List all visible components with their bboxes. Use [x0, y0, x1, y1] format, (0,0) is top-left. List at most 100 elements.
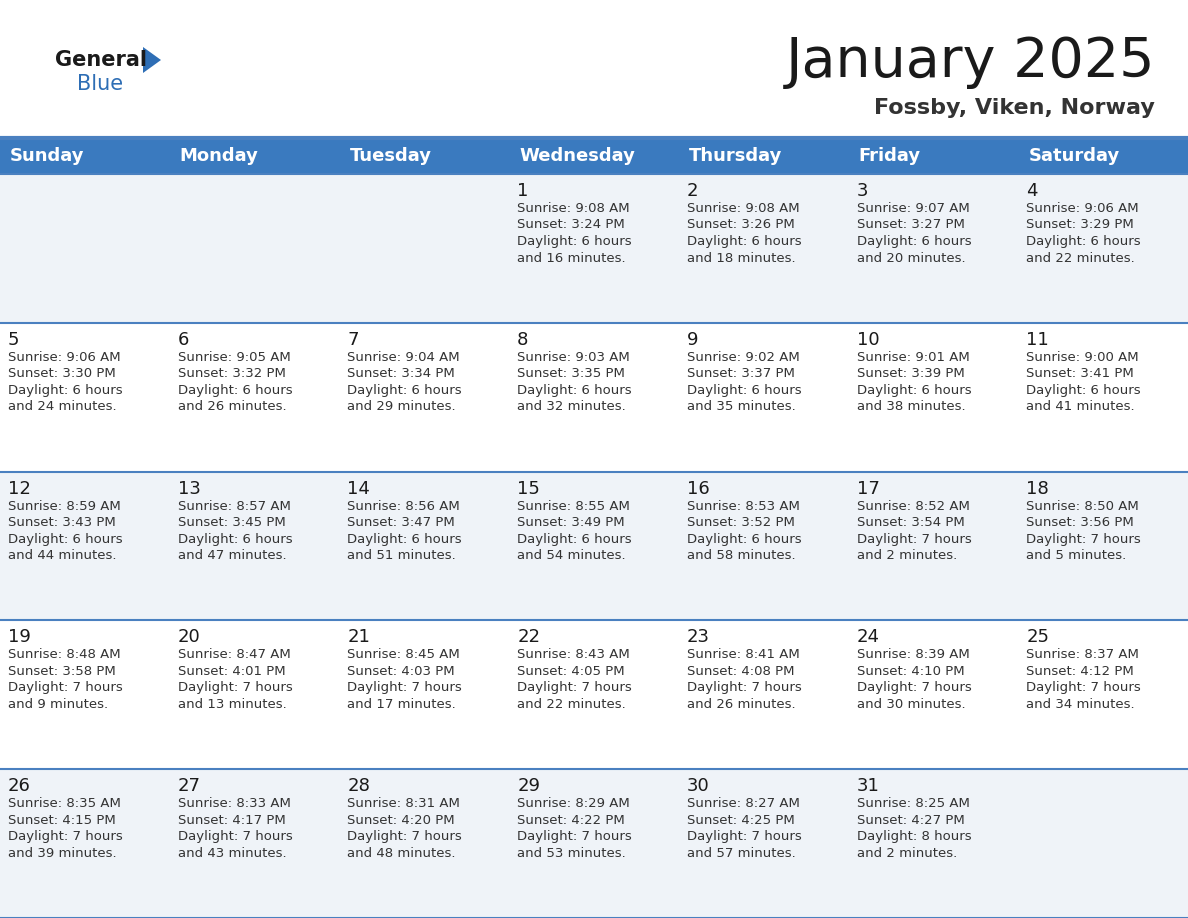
Text: Daylight: 6 hours: Daylight: 6 hours [8, 384, 122, 397]
Bar [0, 621, 1188, 769]
Text: and 13 minutes.: and 13 minutes. [178, 698, 286, 711]
Text: and 2 minutes.: and 2 minutes. [857, 846, 956, 859]
Text: 24: 24 [857, 629, 879, 646]
Bar [0, 323, 1188, 472]
Text: 17: 17 [857, 479, 879, 498]
Text: and 22 minutes.: and 22 minutes. [517, 698, 626, 711]
Text: and 29 minutes.: and 29 minutes. [347, 400, 456, 413]
Text: Sunset: 4:20 PM: Sunset: 4:20 PM [347, 813, 455, 827]
Text: Sunrise: 9:03 AM: Sunrise: 9:03 AM [517, 351, 630, 364]
Text: Daylight: 6 hours: Daylight: 6 hours [1026, 235, 1140, 248]
Text: Sunset: 3:35 PM: Sunset: 3:35 PM [517, 367, 625, 380]
Text: Sunset: 3:29 PM: Sunset: 3:29 PM [1026, 218, 1135, 231]
Text: and 51 minutes.: and 51 minutes. [347, 549, 456, 562]
Text: Sunrise: 8:50 AM: Sunrise: 8:50 AM [1026, 499, 1139, 512]
Text: Daylight: 7 hours: Daylight: 7 hours [8, 830, 122, 844]
Text: Sunrise: 8:39 AM: Sunrise: 8:39 AM [857, 648, 969, 661]
Text: Sunrise: 9:01 AM: Sunrise: 9:01 AM [857, 351, 969, 364]
Text: 18: 18 [1026, 479, 1049, 498]
Text: Sunset: 3:34 PM: Sunset: 3:34 PM [347, 367, 455, 380]
Text: Daylight: 7 hours: Daylight: 7 hours [1026, 681, 1140, 694]
Text: Wednesday: Wednesday [519, 147, 636, 165]
Text: and 53 minutes.: and 53 minutes. [517, 846, 626, 859]
Text: Daylight: 6 hours: Daylight: 6 hours [517, 235, 632, 248]
Text: Sunset: 3:43 PM: Sunset: 3:43 PM [8, 516, 115, 529]
Text: Tuesday: Tuesday [349, 147, 431, 165]
Text: Fossby, Viken, Norway: Fossby, Viken, Norway [874, 98, 1155, 118]
Text: Sunrise: 9:07 AM: Sunrise: 9:07 AM [857, 202, 969, 215]
Text: and 54 minutes.: and 54 minutes. [517, 549, 626, 562]
Text: Sunrise: 8:57 AM: Sunrise: 8:57 AM [178, 499, 291, 512]
Text: Sunset: 3:49 PM: Sunset: 3:49 PM [517, 516, 625, 529]
Text: 4: 4 [1026, 182, 1038, 200]
Text: 10: 10 [857, 330, 879, 349]
Text: Daylight: 7 hours: Daylight: 7 hours [857, 681, 972, 694]
Text: 15: 15 [517, 479, 541, 498]
Text: Sunrise: 9:00 AM: Sunrise: 9:00 AM [1026, 351, 1139, 364]
Text: and 30 minutes.: and 30 minutes. [857, 698, 965, 711]
Text: Daylight: 6 hours: Daylight: 6 hours [687, 235, 802, 248]
Text: and 9 minutes.: and 9 minutes. [8, 698, 108, 711]
Text: and 16 minutes.: and 16 minutes. [517, 252, 626, 264]
Text: 14: 14 [347, 479, 371, 498]
Text: Sunset: 4:25 PM: Sunset: 4:25 PM [687, 813, 795, 827]
Text: and 48 minutes.: and 48 minutes. [347, 846, 456, 859]
Text: 1: 1 [517, 182, 529, 200]
Text: Daylight: 7 hours: Daylight: 7 hours [517, 830, 632, 844]
Text: Sunrise: 9:04 AM: Sunrise: 9:04 AM [347, 351, 460, 364]
Text: and 17 minutes.: and 17 minutes. [347, 698, 456, 711]
Text: Sunset: 3:32 PM: Sunset: 3:32 PM [178, 367, 285, 380]
Text: and 26 minutes.: and 26 minutes. [178, 400, 286, 413]
Text: and 41 minutes.: and 41 minutes. [1026, 400, 1135, 413]
Text: 12: 12 [8, 479, 31, 498]
Text: and 44 minutes.: and 44 minutes. [8, 549, 116, 562]
Text: Sunrise: 9:06 AM: Sunrise: 9:06 AM [1026, 202, 1139, 215]
Text: Sunrise: 8:31 AM: Sunrise: 8:31 AM [347, 797, 460, 811]
Text: 23: 23 [687, 629, 710, 646]
Text: Sunset: 3:24 PM: Sunset: 3:24 PM [517, 218, 625, 231]
Text: and 58 minutes.: and 58 minutes. [687, 549, 796, 562]
Text: and 20 minutes.: and 20 minutes. [857, 252, 965, 264]
Text: Daylight: 6 hours: Daylight: 6 hours [347, 384, 462, 397]
Text: Sunset: 3:26 PM: Sunset: 3:26 PM [687, 218, 795, 231]
Bar [340, 138, 510, 174]
Bar [510, 138, 678, 174]
Text: Daylight: 8 hours: Daylight: 8 hours [857, 830, 972, 844]
Text: Sunday: Sunday [10, 147, 84, 165]
Text: Sunset: 3:45 PM: Sunset: 3:45 PM [178, 516, 285, 529]
Text: Sunrise: 8:48 AM: Sunrise: 8:48 AM [8, 648, 121, 661]
Text: 19: 19 [8, 629, 31, 646]
Text: Daylight: 7 hours: Daylight: 7 hours [8, 681, 122, 694]
Text: 21: 21 [347, 629, 371, 646]
Text: Daylight: 7 hours: Daylight: 7 hours [687, 681, 802, 694]
Text: Sunrise: 8:45 AM: Sunrise: 8:45 AM [347, 648, 460, 661]
Text: Daylight: 6 hours: Daylight: 6 hours [687, 384, 802, 397]
Text: Saturday: Saturday [1029, 147, 1119, 165]
Text: 6: 6 [178, 330, 189, 349]
Text: Daylight: 7 hours: Daylight: 7 hours [857, 532, 972, 545]
Text: 28: 28 [347, 778, 371, 795]
Text: and 26 minutes.: and 26 minutes. [687, 698, 796, 711]
Text: Sunset: 4:05 PM: Sunset: 4:05 PM [517, 665, 625, 677]
Text: 20: 20 [178, 629, 201, 646]
Text: Sunset: 3:27 PM: Sunset: 3:27 PM [857, 218, 965, 231]
Bar [1018, 138, 1188, 174]
Text: Sunset: 4:17 PM: Sunset: 4:17 PM [178, 813, 285, 827]
Text: Daylight: 6 hours: Daylight: 6 hours [347, 532, 462, 545]
Text: Sunrise: 9:08 AM: Sunrise: 9:08 AM [687, 202, 800, 215]
Text: and 22 minutes.: and 22 minutes. [1026, 252, 1135, 264]
Text: Sunset: 4:10 PM: Sunset: 4:10 PM [857, 665, 965, 677]
Text: Sunset: 3:30 PM: Sunset: 3:30 PM [8, 367, 115, 380]
Text: Daylight: 7 hours: Daylight: 7 hours [1026, 532, 1140, 545]
Text: Sunrise: 8:25 AM: Sunrise: 8:25 AM [857, 797, 969, 811]
Text: Sunrise: 8:52 AM: Sunrise: 8:52 AM [857, 499, 969, 512]
Text: Sunset: 3:37 PM: Sunset: 3:37 PM [687, 367, 795, 380]
Text: Sunrise: 9:02 AM: Sunrise: 9:02 AM [687, 351, 800, 364]
Text: and 43 minutes.: and 43 minutes. [178, 846, 286, 859]
Text: 3: 3 [857, 182, 868, 200]
Text: Sunrise: 9:08 AM: Sunrise: 9:08 AM [517, 202, 630, 215]
Text: 25: 25 [1026, 629, 1049, 646]
Text: 27: 27 [178, 778, 201, 795]
Text: Daylight: 7 hours: Daylight: 7 hours [347, 681, 462, 694]
Bar [678, 138, 848, 174]
